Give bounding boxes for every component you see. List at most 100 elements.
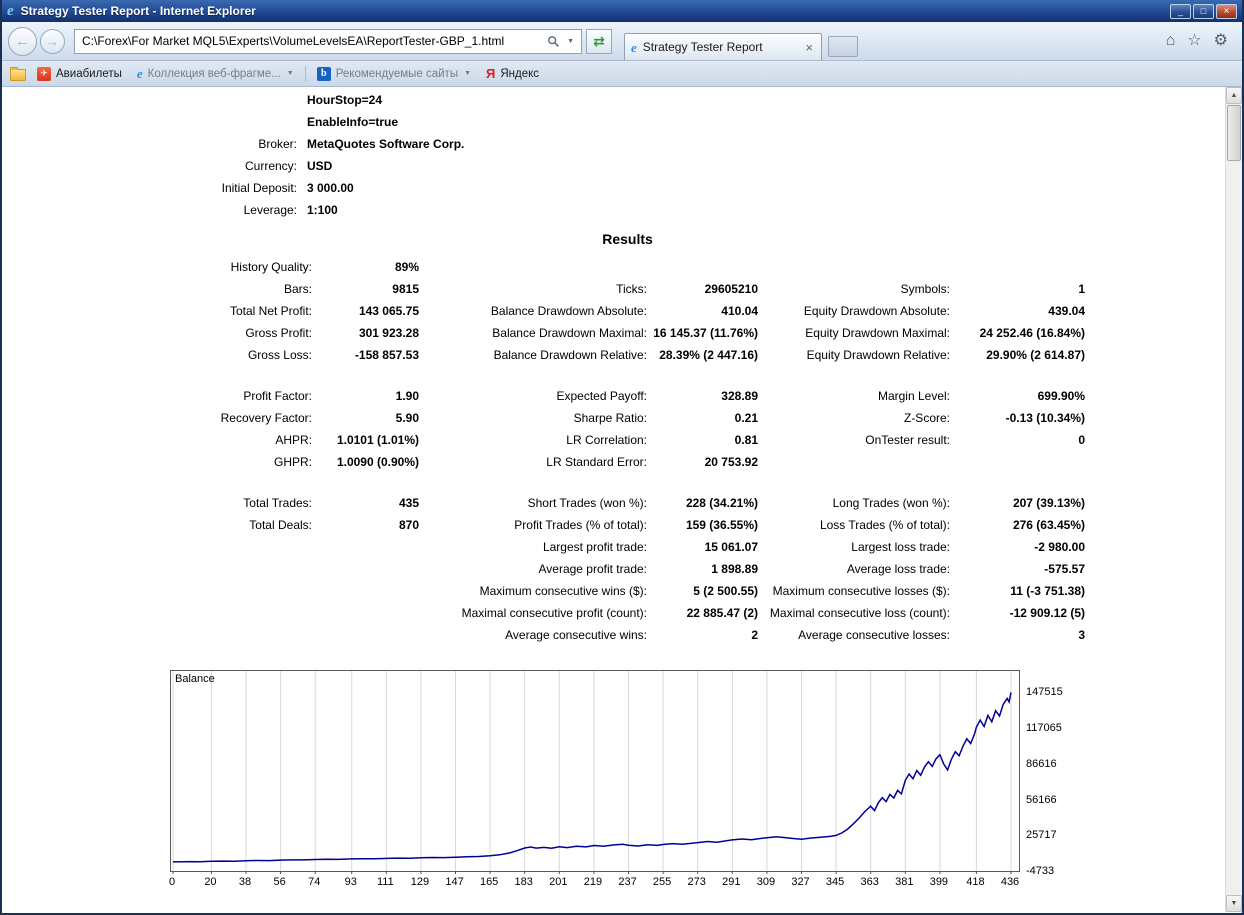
result-label: Maximal consecutive profit (count): xyxy=(461,606,647,620)
separator xyxy=(304,65,306,82)
result-value: 0.21 xyxy=(734,411,758,425)
result-value: 410.04 xyxy=(721,304,758,318)
x-tick-label: 291 xyxy=(722,876,741,888)
result-label: Maximum consecutive losses ($): xyxy=(772,584,950,598)
results-row: Average consecutive wins: 2 Average consec… xyxy=(170,624,1085,646)
refresh-icon: ⇄ xyxy=(593,33,605,49)
x-tick-label: 327 xyxy=(791,876,810,888)
window-title: Strategy Tester Report - Internet Explor… xyxy=(20,4,256,18)
y-tick-label: 86616 xyxy=(1026,757,1057,770)
result-value: 0 xyxy=(1078,433,1085,447)
result-value: -2 980.00 xyxy=(1034,540,1085,554)
close-button[interactable]: × xyxy=(1216,3,1237,19)
yandex-favicon-icon: Я xyxy=(486,66,496,81)
spacer xyxy=(170,366,1085,385)
result-label: Recovery Factor: xyxy=(220,411,312,425)
result-label: Total Deals: xyxy=(249,518,312,532)
results-row: Largest profit trade: 15 061.07 Largest lo… xyxy=(170,536,1085,558)
x-tick-label: 219 xyxy=(583,876,603,888)
result-value: 22 885.47 (2) xyxy=(686,606,758,620)
result-value xyxy=(312,580,419,602)
chart-x-axis-labels: 0 20 38 56 74 93 111 129 147 165 183 201 219 237 255 27… xyxy=(169,872,1019,890)
favorite-suggested-sites[interactable]: b Рекомендуемые сайты ▼ xyxy=(313,65,475,83)
new-tab-button[interactable] xyxy=(828,36,858,57)
chevron-down-icon: ▼ xyxy=(286,70,294,77)
result-value xyxy=(950,256,1085,278)
param-row: Currency: USD xyxy=(2,155,464,177)
favorite-web-slices[interactable]: e Коллекция веб-фрагме... ▼ xyxy=(133,65,298,82)
param-value: HourStop=24 xyxy=(307,93,383,107)
param-value: 3 000.00 xyxy=(307,181,354,195)
tab-close-icon[interactable]: × xyxy=(805,39,813,55)
param-label: Leverage: xyxy=(243,203,297,217)
results-row: Total Deals: 870 Profit Trades (% of total… xyxy=(170,514,1085,536)
result-label: Equity Drawdown Maximal: xyxy=(805,326,950,340)
x-tick-label: 38 xyxy=(238,876,252,888)
window-controls: _ □ × xyxy=(1170,3,1237,19)
x-tick-label: 418 xyxy=(966,876,985,888)
settings-gear-icon[interactable]: ⚙ xyxy=(1213,32,1228,49)
home-icon[interactable]: ⌂ xyxy=(1165,32,1176,49)
address-url[interactable]: C:\Forex\For Market MQL5\Experts\VolumeL… xyxy=(82,34,505,48)
result-value: -158 857.53 xyxy=(354,348,419,362)
back-button[interactable]: ← xyxy=(8,26,37,56)
results-row: Gross Profit: 301 923.28 Balance Drawdown … xyxy=(170,322,1085,344)
spacer xyxy=(170,473,1085,492)
x-tick-label: 345 xyxy=(825,876,845,888)
results-row: Bars: 9815 Ticks: 29605210 Symbols: 1 xyxy=(170,278,1085,300)
result-label xyxy=(419,256,647,278)
param-label: Broker: xyxy=(258,137,297,151)
result-label: Largest profit trade: xyxy=(542,540,647,554)
web-slices-favicon-icon: e xyxy=(136,66,143,81)
y-tick-label: 147515 xyxy=(1026,686,1063,699)
result-label: Average loss trade: xyxy=(846,562,950,576)
favorite-label: Авиабилеты xyxy=(56,67,122,80)
result-label xyxy=(170,580,312,602)
param-value: USD xyxy=(307,159,333,173)
chart-title: Balance xyxy=(175,673,215,685)
param-row: Leverage: 1:100 xyxy=(2,199,464,221)
result-label: Ticks: xyxy=(616,282,647,296)
x-tick-label: 56 xyxy=(273,876,286,888)
result-value xyxy=(312,558,419,580)
result-value: 435 xyxy=(398,496,419,510)
favorites-folder-icon[interactable] xyxy=(10,67,26,81)
search-icon[interactable] xyxy=(544,35,563,48)
address-dropdown-icon[interactable]: ▼ xyxy=(567,37,574,45)
x-tick-label: 255 xyxy=(652,876,672,888)
favorites-star-icon[interactable]: ☆ xyxy=(1187,32,1202,49)
maximize-button[interactable]: □ xyxy=(1193,3,1214,19)
scroll-up-arrow-icon[interactable]: ▲ xyxy=(1226,87,1242,104)
x-tick-label: 165 xyxy=(479,876,499,888)
scrollbar-thumb[interactable] xyxy=(1227,105,1241,161)
favorite-yandex[interactable]: Я Яндекс xyxy=(482,65,543,82)
result-label: Maximum consecutive wins ($): xyxy=(479,584,647,598)
result-value: -12 909.12 (5) xyxy=(1009,606,1085,620)
result-value xyxy=(312,536,419,558)
scroll-down-arrow-icon[interactable]: ▼ xyxy=(1226,895,1242,912)
result-label xyxy=(170,558,312,580)
favorite-aviabilety[interactable]: ✈ Авиабилеты xyxy=(33,65,126,83)
vertical-scrollbar[interactable]: ▲ ▼ xyxy=(1225,87,1242,912)
result-label: AHPR: xyxy=(275,433,312,447)
result-label: Equity Drawdown Relative: xyxy=(806,348,950,362)
minimize-button[interactable]: _ xyxy=(1170,3,1191,19)
address-bar[interactable]: C:\Forex\For Market MQL5\Experts\VolumeL… xyxy=(74,28,582,54)
param-value: 1:100 xyxy=(307,203,338,217)
x-tick-label: 309 xyxy=(756,876,776,888)
x-tick-label: 74 xyxy=(308,876,321,888)
tab-strategy-tester-report[interactable]: e Strategy Tester Report × xyxy=(624,33,822,60)
result-value: 207 (39.13%) xyxy=(1012,496,1085,510)
forward-button[interactable]: → xyxy=(40,28,65,54)
results-row: Gross Loss: -158 857.53 Balance Drawdown R… xyxy=(170,344,1085,366)
refresh-button[interactable]: ⇄ xyxy=(586,28,612,54)
nav-right-icons: ⌂ ☆ ⚙ xyxy=(1166,33,1236,49)
result-value: 24 252.46 (16.84%) xyxy=(979,326,1085,340)
results-spacer-row xyxy=(170,366,1085,385)
result-value: 2 xyxy=(751,628,758,642)
window-titlebar[interactable]: e Strategy Tester Report - Internet Expl… xyxy=(2,0,1242,22)
result-value: 28.39% (2 447.16) xyxy=(659,348,758,362)
result-value: 16 145.37 (11.76%) xyxy=(653,326,758,340)
y-tick-label: 117065 xyxy=(1026,722,1062,735)
